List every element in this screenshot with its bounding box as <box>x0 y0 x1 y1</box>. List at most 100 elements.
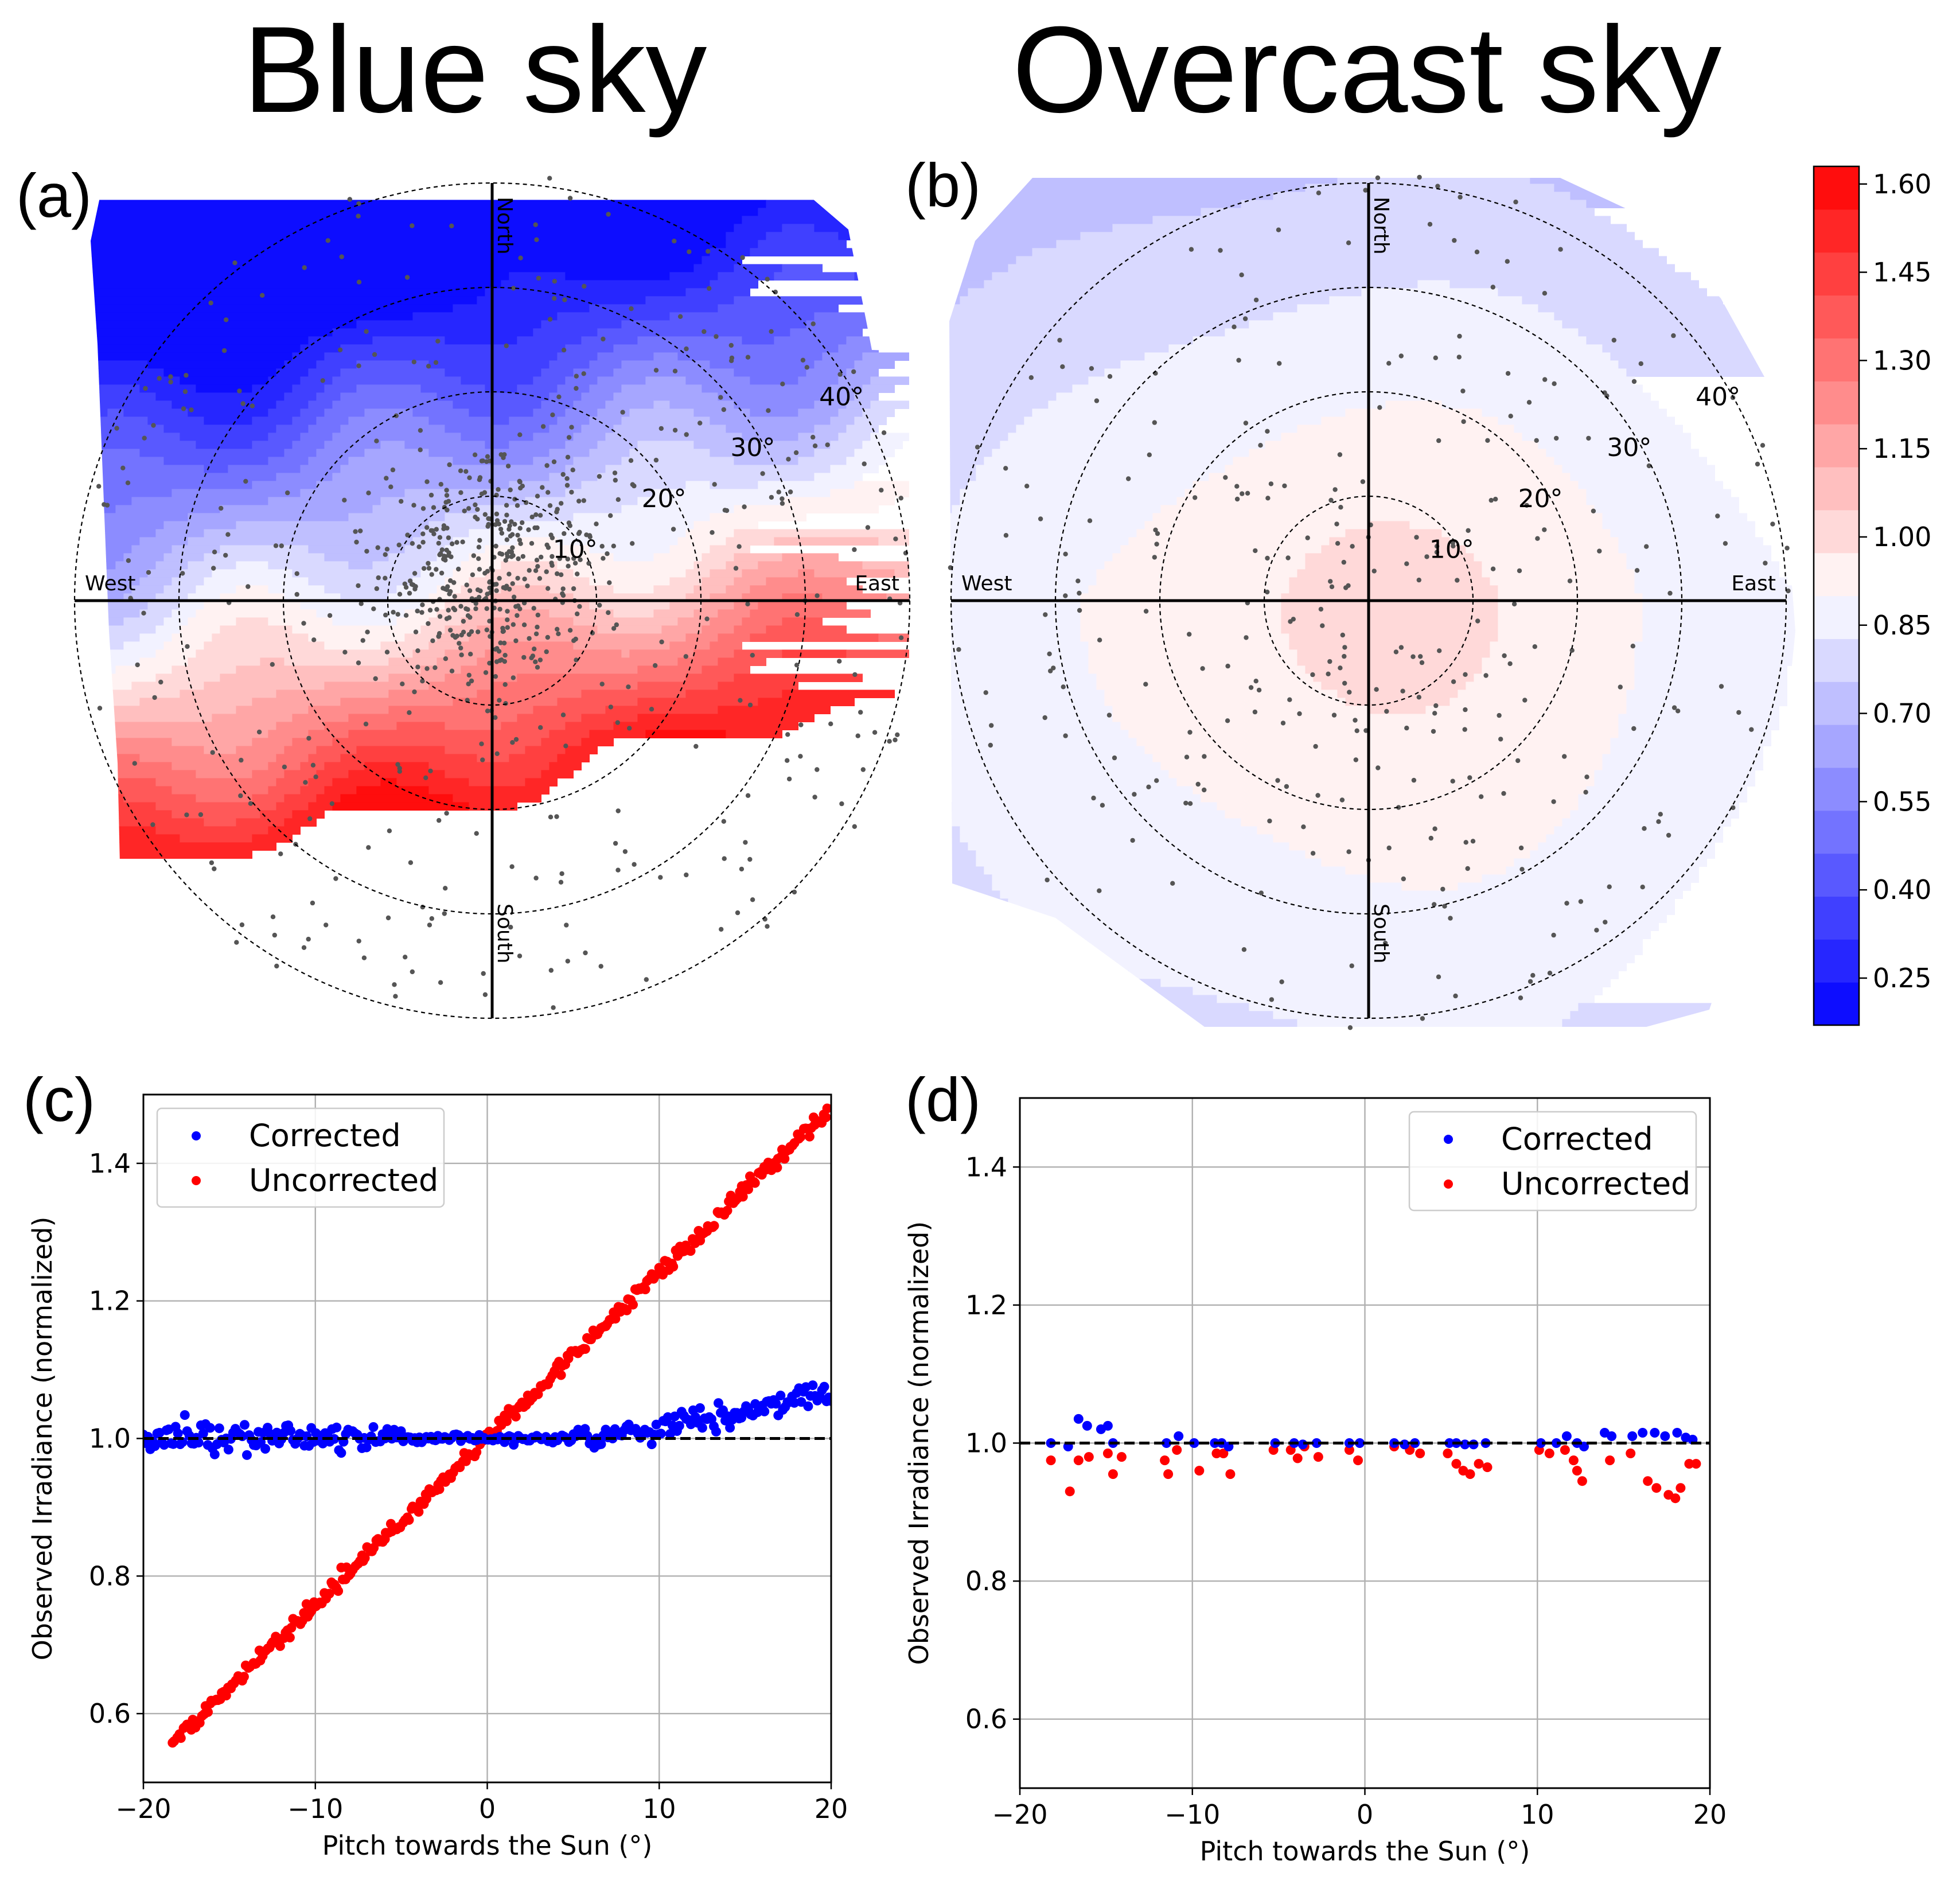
contour-cell <box>204 553 325 562</box>
corrected-point <box>361 1442 372 1453</box>
sample-point <box>583 950 588 956</box>
sample-point <box>722 508 728 513</box>
contour-cell <box>43 521 52 529</box>
contour-cell <box>968 288 1362 297</box>
sample-point <box>1526 400 1532 405</box>
sample-point <box>415 664 420 669</box>
sample-point <box>1564 901 1569 906</box>
contour-cell <box>734 296 903 305</box>
contour-cell <box>1634 569 1779 578</box>
contour-cell <box>734 577 766 586</box>
contour-cell <box>292 352 325 361</box>
contour-cell <box>734 649 782 658</box>
sample-point <box>658 875 663 880</box>
uncorrected-point <box>804 1131 815 1142</box>
sample-point <box>1465 866 1470 871</box>
contour-cell <box>976 850 1306 859</box>
sample-point <box>1347 690 1352 695</box>
sample-point <box>1462 727 1467 732</box>
sample-point <box>1404 725 1409 731</box>
sample-point <box>427 608 433 613</box>
sample-point <box>566 435 572 440</box>
contour-cell <box>919 1035 1338 1044</box>
contour-cell <box>123 553 164 562</box>
contour-cell <box>1297 304 1538 313</box>
sample-point <box>1603 920 1608 925</box>
sample-point <box>1003 533 1009 538</box>
contour-cell <box>1594 778 1755 787</box>
sample-point <box>1458 194 1463 200</box>
contour-cell <box>718 633 750 642</box>
sample-point <box>1337 452 1343 457</box>
contour-cell <box>814 224 879 232</box>
contour-cell <box>252 770 285 778</box>
contour-cell <box>517 336 582 345</box>
contour-cell <box>453 400 541 409</box>
sample-point <box>1552 381 1557 386</box>
contour-cell <box>332 376 461 385</box>
contour-cell <box>581 738 614 746</box>
contour-cell <box>461 376 533 385</box>
contour-cell <box>91 232 726 240</box>
contour-cell <box>685 569 710 578</box>
sample-point <box>1285 555 1291 560</box>
contour-cell <box>949 770 1169 778</box>
sample-point <box>1400 688 1405 694</box>
sample-point <box>1240 491 1245 496</box>
ring-label-10: 10° <box>1429 535 1474 564</box>
sample-point <box>1479 794 1484 799</box>
contour-cell <box>212 569 293 578</box>
sample-point <box>1342 645 1347 650</box>
sample-point <box>484 606 489 612</box>
contour-cell <box>91 665 116 674</box>
sample-point <box>989 723 994 728</box>
contour-cell <box>332 802 469 811</box>
contour-cell <box>404 441 485 449</box>
sample-point <box>533 659 538 664</box>
sample-point <box>497 698 502 703</box>
contour-cell <box>949 673 1097 682</box>
contour-cell <box>1626 553 1771 562</box>
sample-point <box>629 306 634 312</box>
colorbar-band <box>1814 338 1859 381</box>
sample-point <box>482 992 488 998</box>
sample-point <box>855 733 860 738</box>
sample-point <box>1347 1025 1353 1030</box>
contour-cell <box>268 376 301 385</box>
sample-point <box>1267 818 1272 824</box>
contour-cell <box>91 344 301 353</box>
sample-point <box>443 656 449 661</box>
sample-point <box>1341 559 1346 565</box>
contour-cell <box>949 834 960 843</box>
contour-cell <box>172 633 212 642</box>
sample-point <box>539 554 544 560</box>
contour-cell <box>734 529 909 538</box>
contour-cell <box>565 465 606 473</box>
contour-cell <box>949 866 984 875</box>
contour-cell <box>155 802 276 811</box>
sample-point <box>1418 654 1423 659</box>
contour-cell <box>453 569 485 578</box>
sample-point <box>1644 544 1649 549</box>
sample-point <box>1155 531 1160 536</box>
sample-point <box>1318 606 1324 612</box>
contour-cell <box>1088 657 1297 666</box>
contour-cell <box>919 770 936 778</box>
contour-cell <box>782 497 895 505</box>
sample-point <box>1488 497 1494 503</box>
contour-cell <box>949 922 1032 931</box>
sample-point <box>521 655 527 660</box>
sample-point <box>765 277 770 282</box>
contour-cell <box>1273 1011 1571 1019</box>
sample-point <box>733 566 739 571</box>
contour-cell <box>501 641 574 650</box>
sample-point <box>1450 778 1455 784</box>
contour-cell <box>1490 641 1635 650</box>
contour-cell <box>830 441 863 449</box>
contour-cell <box>51 521 68 529</box>
contour-cell <box>123 641 164 650</box>
sample-point <box>704 616 710 622</box>
sample-point <box>484 627 489 633</box>
contour-cell <box>1570 1011 1795 1019</box>
sample-point <box>405 532 410 538</box>
